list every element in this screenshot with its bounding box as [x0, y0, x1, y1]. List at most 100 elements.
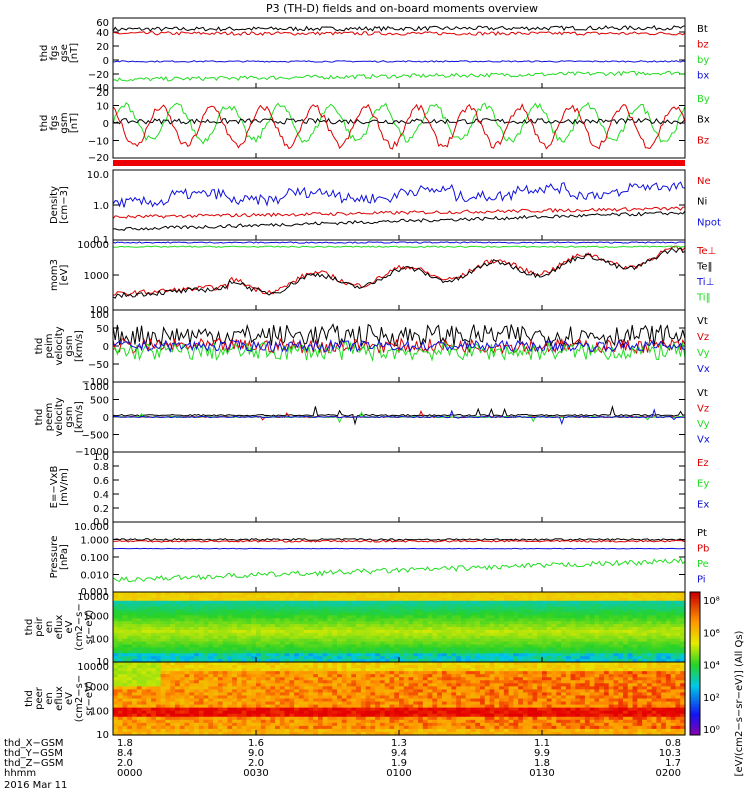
heatmap-cell	[313, 692, 319, 697]
heatmap-cell	[246, 656, 252, 660]
heatmap-cell	[575, 609, 581, 614]
heatmap-cell	[317, 656, 324, 660]
heatmap-cell	[303, 609, 310, 614]
heatmap-cell	[179, 635, 186, 640]
heatmap-cell	[613, 627, 619, 631]
heatmap-cell	[117, 719, 124, 724]
heatmap-cell	[327, 632, 333, 637]
heatmap-cell	[341, 609, 348, 614]
heatmap-cell	[584, 644, 591, 649]
heatmap-cell	[518, 659, 524, 663]
heatmap-cell	[194, 644, 200, 649]
heatmap-cell	[284, 716, 290, 721]
heatmap-cell	[518, 603, 524, 608]
heatmap-cell	[675, 594, 681, 599]
heatmap-cell	[256, 674, 262, 678]
heatmap-cell	[432, 680, 438, 684]
heatmap-cell	[570, 624, 576, 628]
heatmap-cell	[346, 609, 352, 614]
heatmap-cell	[165, 606, 171, 611]
heatmap-cell	[656, 647, 662, 651]
heatmap-cell	[370, 668, 376, 672]
heatmap-cell	[146, 612, 152, 616]
heatmap-cell	[561, 594, 567, 599]
heatmap-cell	[113, 674, 119, 678]
heatmap-cell	[427, 668, 433, 672]
heatmap-cell	[127, 624, 133, 628]
heatmap-cell	[446, 618, 453, 622]
heatmap-cell	[241, 722, 248, 727]
heatmap-cell	[494, 597, 500, 602]
heatmap-cell	[608, 650, 615, 654]
heatmap-cell	[375, 731, 381, 736]
heatmap-cell	[256, 615, 262, 619]
heatmap-cell	[337, 618, 343, 622]
heatmap-cell	[365, 692, 371, 697]
heatmap-cell	[284, 695, 290, 700]
heatmap-cell	[284, 710, 290, 715]
heatmap-cell	[522, 638, 529, 643]
heatmap-cell	[494, 592, 500, 596]
heatmap-cell	[356, 638, 362, 643]
heatmap-cell	[351, 719, 357, 724]
heatmap-cell	[446, 621, 453, 625]
heatmap-cell	[384, 603, 391, 608]
heatmap-cell	[270, 689, 276, 694]
heatmap-cell	[675, 606, 681, 611]
heatmap-cell	[379, 603, 386, 608]
heatmap-cell	[346, 731, 352, 736]
heatmap-cell	[194, 695, 200, 700]
heatmap-cell	[236, 698, 243, 703]
heatmap-cell	[337, 710, 343, 715]
heatmap-cell	[418, 680, 424, 684]
heatmap-cell	[289, 635, 295, 640]
heatmap-cell	[160, 704, 167, 709]
heatmap-cell	[289, 689, 295, 694]
heatmap-cell	[189, 650, 195, 654]
heatmap-cell	[232, 701, 238, 706]
heatmap-cell	[418, 603, 424, 608]
heatmap-cell	[408, 662, 414, 666]
heatmap-cell	[384, 597, 391, 602]
heatmap-cell	[427, 612, 433, 616]
heatmap-cell	[222, 603, 228, 608]
heatmap-cell	[155, 677, 162, 681]
heatmap-cell	[337, 659, 343, 663]
heatmap-cell	[365, 592, 371, 596]
heatmap-cell	[360, 606, 367, 611]
heatmap-cell	[208, 600, 214, 605]
heatmap-cell	[203, 592, 209, 596]
heatmap-cell	[132, 710, 138, 715]
heatmap-cell	[313, 603, 319, 608]
heatmap-cell	[556, 650, 562, 654]
heatmap-cell	[413, 609, 419, 614]
heatmap-cell	[613, 638, 619, 643]
heatmap-cell	[122, 621, 128, 625]
heatmap-cell	[113, 692, 119, 697]
heatmap-cell	[217, 710, 224, 715]
heatmap-cell	[217, 725, 224, 730]
heatmap-cell	[165, 650, 171, 654]
heatmap-cell	[236, 731, 243, 736]
heatmap-cell	[370, 650, 376, 654]
heatmap-cell	[132, 656, 138, 660]
heatmap-cell	[413, 707, 419, 712]
heatmap-cell	[427, 722, 433, 727]
heatmap-cell	[351, 647, 357, 651]
heatmap-cell	[422, 668, 429, 672]
heatmap-cell	[232, 609, 238, 614]
heatmap-cell	[260, 627, 267, 631]
heatmap-cell	[432, 689, 438, 694]
heatmap-cell	[546, 641, 553, 646]
heatmap-cell	[356, 665, 362, 669]
heatmap-cell	[189, 609, 195, 614]
heatmap-cell	[122, 701, 128, 706]
heatmap-cell	[117, 731, 124, 736]
heatmap-cell	[651, 650, 657, 654]
heatmap-cell	[384, 592, 391, 596]
heatmap-cell	[451, 665, 457, 669]
heatmap-cell	[565, 627, 572, 631]
heatmap-cell	[456, 668, 462, 672]
heatmap-cell	[413, 627, 419, 631]
heatmap-cell	[332, 656, 338, 660]
